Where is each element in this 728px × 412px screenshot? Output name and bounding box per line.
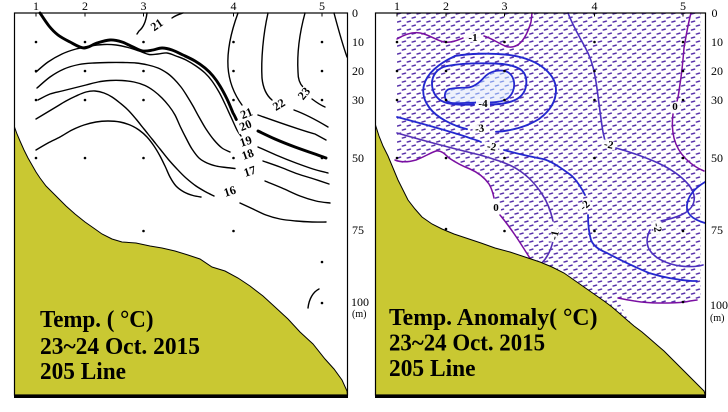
svg-text:23~24 Oct. 2015: 23~24 Oct. 2015 (389, 331, 545, 357)
svg-text:205 Line: 205 Line (40, 359, 126, 385)
svg-text:4: 4 (592, 0, 598, 13)
svg-text:100: 100 (710, 298, 728, 312)
svg-text:10: 10 (352, 35, 364, 49)
svg-text:30: 30 (352, 93, 364, 107)
svg-text:-2: -2 (650, 222, 663, 233)
svg-text:30: 30 (711, 93, 723, 107)
svg-text:75: 75 (352, 223, 364, 237)
svg-text:16: 16 (222, 183, 238, 200)
svg-text:50: 50 (352, 151, 364, 165)
svg-text:100: 100 (351, 295, 369, 309)
svg-text:-4: -4 (478, 98, 488, 110)
svg-text:1: 1 (33, 0, 39, 13)
svg-text:50: 50 (711, 151, 723, 165)
svg-text:20: 20 (711, 64, 723, 78)
svg-text:20: 20 (352, 64, 364, 78)
svg-text:0: 0 (712, 6, 718, 20)
svg-text:(m): (m) (710, 313, 724, 324)
svg-text:2: 2 (443, 0, 449, 13)
svg-text:Temp. ( °C): Temp. ( °C) (40, 307, 154, 333)
svg-text:3: 3 (141, 0, 147, 13)
svg-text:20: 20 (237, 117, 253, 134)
svg-text:75: 75 (711, 223, 723, 237)
svg-text:17: 17 (242, 163, 258, 180)
svg-text:0: 0 (493, 202, 499, 214)
svg-text:Temp. Anomaly( °C): Temp. Anomaly( °C) (389, 305, 598, 331)
svg-text:-1: -1 (548, 230, 562, 241)
svg-text:(m): (m) (352, 309, 366, 320)
svg-text:-2: -2 (603, 138, 615, 152)
svg-text:-3: -3 (474, 122, 485, 135)
svg-text:18: 18 (240, 146, 256, 163)
svg-text:10: 10 (711, 35, 723, 49)
svg-text:3: 3 (502, 0, 508, 13)
svg-text:19: 19 (238, 133, 254, 150)
svg-text:-1: -1 (468, 32, 477, 44)
svg-text:205 Line: 205 Line (389, 356, 476, 382)
svg-text:5: 5 (680, 0, 686, 13)
svg-text:4: 4 (231, 0, 237, 13)
svg-text:21: 21 (238, 105, 254, 122)
svg-text:2: 2 (82, 0, 88, 13)
svg-text:0: 0 (352, 6, 358, 20)
svg-text:23~24 Oct. 2015: 23~24 Oct. 2015 (40, 334, 200, 360)
svg-text:-2: -2 (486, 140, 498, 153)
svg-text:5: 5 (319, 0, 325, 13)
svg-text:0: 0 (672, 101, 678, 113)
svg-text:1: 1 (394, 0, 400, 13)
